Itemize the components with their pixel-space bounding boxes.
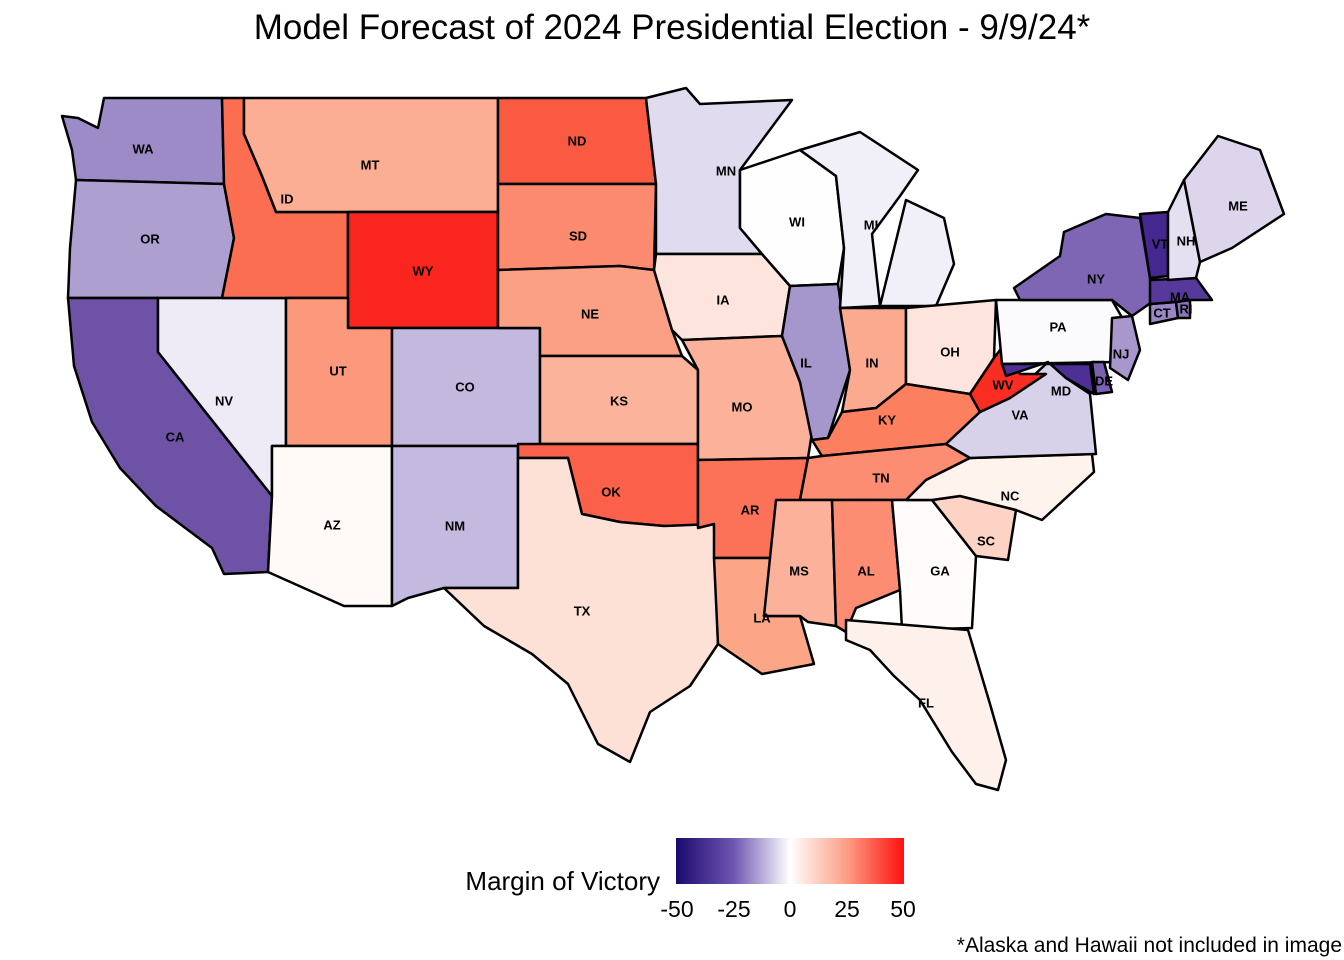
state-label-ky: KY (878, 412, 896, 427)
legend-tick-mark (902, 884, 904, 890)
state-nh (1166, 178, 1202, 282)
state-label-il: IL (800, 355, 812, 370)
state-label-ne: NE (581, 306, 599, 321)
state-me (1182, 134, 1286, 264)
legend-color-bar (676, 838, 904, 884)
state-label-wv: WV (993, 377, 1014, 392)
state-label-ms: MS (789, 563, 809, 578)
state-label-al: AL (857, 563, 874, 578)
state-nc (904, 452, 1096, 522)
legend-tick-label: 0 (783, 896, 797, 922)
state-label-ok: OK (601, 484, 621, 499)
state-label-mt: MT (361, 157, 380, 172)
footnote: *Alaska and Hawaii not included in image (956, 934, 1342, 957)
us-map: WA OR CA NV ID MT WY UT AZ CO NM ND SD NE KS OK TX MN IA MO… (60, 86, 1286, 792)
state-label-or: OR (140, 231, 160, 246)
legend-tick-label: -50 (660, 896, 694, 922)
state-label-oh: OH (940, 344, 960, 359)
state-label-ks: KS (610, 393, 628, 408)
state-label-sc: SC (977, 533, 996, 548)
state-label-vt: VT (1152, 236, 1169, 251)
map-title: Model Forecast of 2024 Presidential Elec… (253, 8, 1091, 47)
state-fl (844, 618, 1008, 792)
state-label-pa: PA (1049, 319, 1067, 334)
state-label-ct: CT (1153, 305, 1170, 320)
state-label-nh: NH (1177, 233, 1196, 248)
legend-tick-mark (676, 884, 678, 890)
legend-tick-mark (733, 884, 735, 890)
state-label-tx: TX (574, 603, 591, 618)
state-label-ia: IA (717, 292, 731, 307)
state-label-in: IN (866, 355, 879, 370)
state-shapes (60, 86, 1286, 792)
state-label-me: ME (1228, 198, 1248, 213)
state-nj (1108, 314, 1142, 382)
legend-tick-mark (789, 884, 791, 890)
state-label-mn: MN (716, 163, 736, 178)
state-wv (968, 340, 1048, 414)
state-label-fl: FL (918, 695, 934, 710)
state-label-mi: MI (864, 217, 878, 232)
state-label-ri: RI (1180, 301, 1193, 316)
legend-tick-label: -25 (717, 896, 751, 922)
state-label-co: CO (455, 379, 475, 394)
state-label-la: LA (753, 610, 771, 625)
state-de (1090, 360, 1114, 396)
state-md (1000, 360, 1096, 396)
state-label-ny: NY (1087, 271, 1105, 286)
state-sd (496, 182, 658, 272)
state-label-wa: WA (133, 141, 155, 156)
state-labels: WA OR CA NV ID MT WY UT AZ CO NM ND SD NE KS OK TX MN IA MO… (133, 133, 1249, 710)
state-label-nc: NC (1001, 488, 1020, 503)
state-label-tn: TN (872, 470, 889, 485)
state-label-nd: ND (568, 133, 587, 148)
legend-title: Margin of Victory (465, 866, 660, 896)
state-label-wy: WY (413, 263, 434, 278)
state-label-mo: MO (732, 399, 753, 414)
state-label-nj: NJ (1113, 346, 1130, 361)
legend-tick-label: 50 (890, 896, 916, 922)
state-label-ma: MA (1170, 289, 1191, 304)
state-label-id: ID (281, 191, 294, 206)
state-label-va: VA (1011, 407, 1029, 422)
legend-tick-label: 25 (834, 896, 860, 922)
state-label-ut: UT (329, 363, 346, 378)
state-label-ga: GA (930, 563, 950, 578)
state-label-nv: NV (215, 393, 233, 408)
state-tx (442, 456, 720, 764)
legend-tick-mark (846, 884, 848, 890)
state-ny (1012, 212, 1154, 318)
state-label-md: MD (1051, 383, 1071, 398)
state-label-ca: CA (166, 429, 185, 444)
state-label-sd: SD (569, 228, 587, 243)
state-label-nm: NM (445, 518, 465, 533)
state-label-ar: AR (741, 502, 760, 517)
state-label-az: AZ (323, 517, 340, 532)
state-label-de: DE (1095, 373, 1113, 388)
state-label-wi: WI (789, 214, 805, 229)
